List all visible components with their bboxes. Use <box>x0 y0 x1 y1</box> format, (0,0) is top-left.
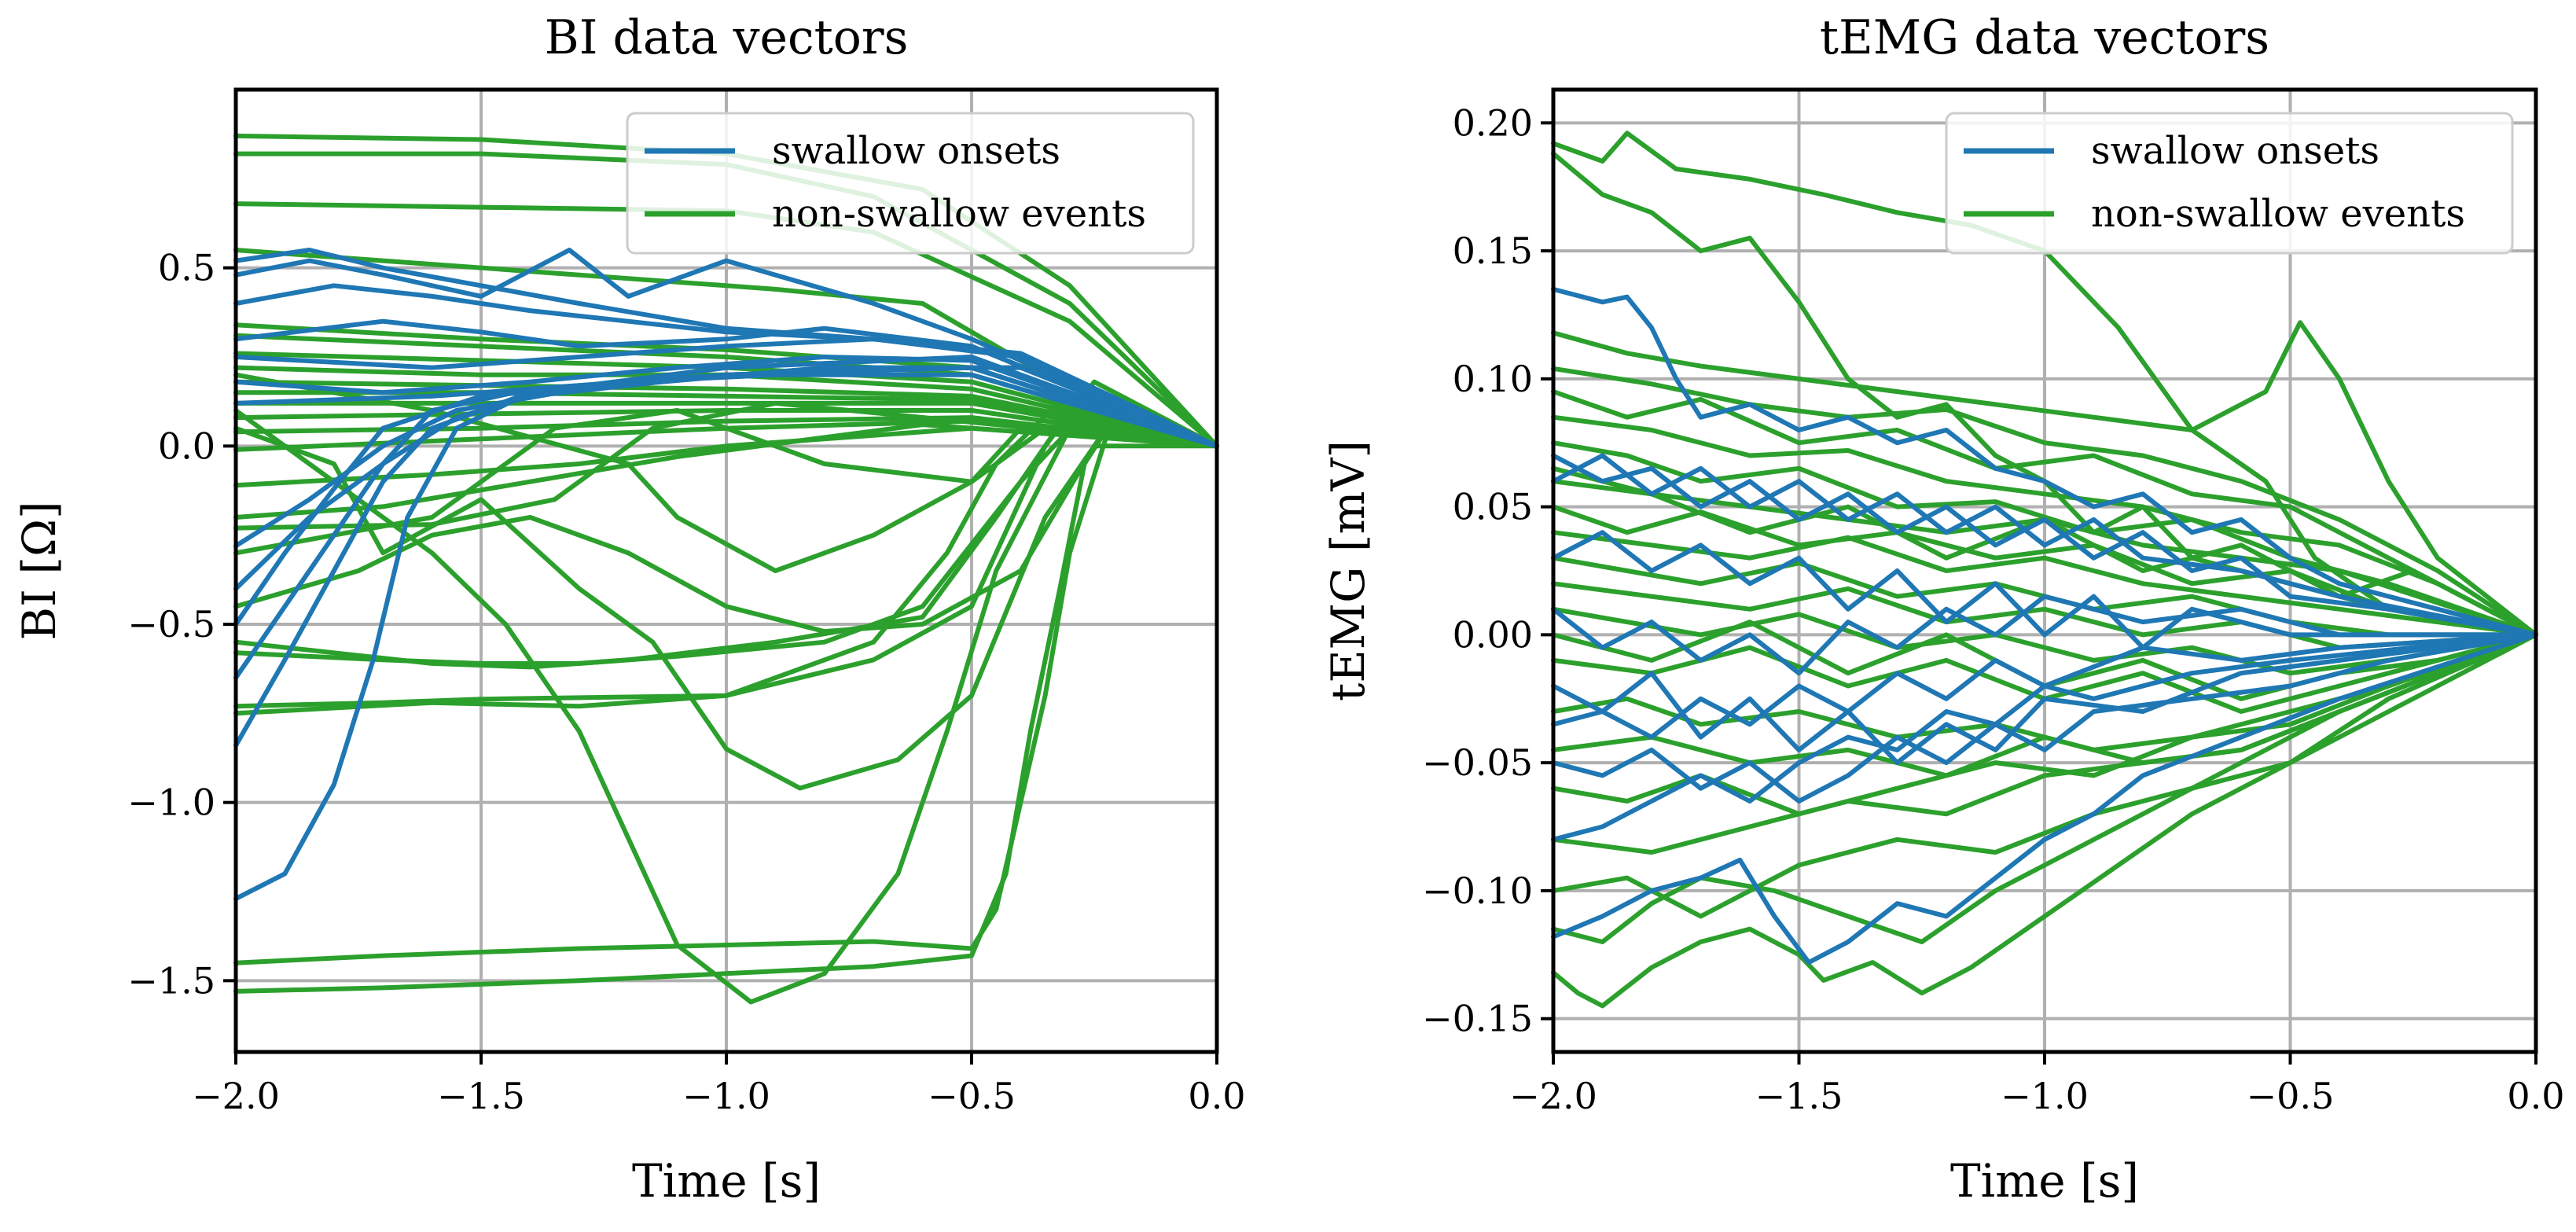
bi-xtick-label: −0.5 <box>928 1075 1016 1117</box>
temg-nonswallow-line <box>1551 366 2538 638</box>
temg-xtick-label: −1.5 <box>1755 1075 1843 1117</box>
temg-swallow-line <box>1551 286 2538 638</box>
temg-swallow-line <box>1551 594 2538 676</box>
temg-ytick-label: 0.20 <box>1453 101 1533 144</box>
temg-nonswallow-line <box>1551 632 2538 919</box>
bi-xlabel: Time [s] <box>632 1154 821 1208</box>
bi-ytick-label: −1.5 <box>127 959 215 1002</box>
temg-ytick-label: 0.05 <box>1453 486 1533 528</box>
temg-swallow-line <box>1551 632 2538 965</box>
bi-ytick-label: 0.0 <box>158 425 215 467</box>
temg-ytick-label: −0.10 <box>1422 870 1533 912</box>
bi-nonswallow-line <box>233 408 1219 449</box>
temg-legend-nonswallow-label: non-swallow events <box>2091 192 2465 236</box>
temg-swallow-line <box>1551 632 2538 842</box>
temg-nonswallow-line <box>1551 530 2538 638</box>
temg-swallow-line <box>1551 632 2538 804</box>
temg-nonswallow-line <box>1551 632 2538 855</box>
bi-xtick-label: −1.0 <box>682 1075 770 1117</box>
temg-nonswallow-line <box>1551 632 2538 1009</box>
bi-ticks: −2.0 −1.5 −1.0 −0.5 0.0 0.5 0.0 −0.5 −1.0 −1.5 <box>127 247 1245 1117</box>
bi-legend-swallow-label: swallow onsets <box>772 129 1060 173</box>
temg-ytick-label: 0.00 <box>1453 613 1533 656</box>
bi-ytick-label: −0.5 <box>127 603 215 645</box>
temg-swallow-line <box>1551 453 2538 638</box>
bi-title: BI data vectors <box>545 10 909 65</box>
temg-lines <box>1551 131 2538 1009</box>
bi-xtick-label: −1.5 <box>437 1075 525 1117</box>
bi-nonswallow-line <box>233 400 1219 666</box>
bi-swallow-line <box>233 248 1219 449</box>
bi-swallow-line <box>233 372 1219 449</box>
temg-panel: −2.0 −1.5 −1.0 −0.5 0.0 0.20 0.15 0.10 0.05 0.00 −… <box>1321 10 2565 1208</box>
temg-xtick-label: −1.0 <box>2001 1075 2089 1117</box>
bi-legend-box <box>626 112 1195 255</box>
temg-nonswallow-line <box>1551 632 2538 817</box>
temg-nonswallow-line <box>1551 465 2538 638</box>
temg-legend-swallow-label: swallow onsets <box>2091 129 2379 173</box>
temg-title: tEMG data vectors <box>1820 10 2269 65</box>
temg-xlabel: Time [s] <box>1950 1154 2139 1208</box>
bi-swallow-line <box>233 355 1219 902</box>
bi-swallow-line <box>233 318 1219 449</box>
bi-legend-nonswallow-label: non-swallow events <box>772 192 1146 236</box>
temg-nonswallow-line <box>1551 504 2538 638</box>
bi-swallow-line <box>233 355 1219 449</box>
temg-swallow-line <box>1551 632 2538 740</box>
bi-nonswallow-line <box>233 408 1219 556</box>
temg-swallow-line <box>1551 453 2538 638</box>
bi-nonswallow-line <box>233 443 1219 634</box>
temg-xtick-label: −0.5 <box>2247 1075 2335 1117</box>
bi-nonswallow-line <box>233 408 1219 791</box>
bi-ytick-label: −1.0 <box>127 781 215 824</box>
temg-ylabel: tEMG [mV] <box>1321 440 1375 701</box>
bi-nonswallow-line <box>233 408 1219 994</box>
temg-swallow-line <box>1551 632 2538 766</box>
temg-ytick-label: 0.15 <box>1453 230 1533 272</box>
temg-legend: swallow onsets non-swallow events <box>1945 112 2514 255</box>
temg-legend-box <box>1945 112 2514 255</box>
temg-nonswallow-line <box>1551 632 2538 944</box>
bi-ylabel: BI [Ω] <box>13 501 66 640</box>
bi-swallow-line <box>233 337 1219 449</box>
temg-swallow-line <box>1551 530 2538 650</box>
temg-nonswallow-line <box>1551 479 2538 638</box>
temg-ytick-label: −0.15 <box>1422 998 1533 1040</box>
temg-xtick-label: −2.0 <box>1509 1075 1597 1117</box>
bi-xtick-label: 0.0 <box>1188 1075 1245 1117</box>
temg-ytick-label: −0.05 <box>1422 741 1533 784</box>
bi-ytick-label: 0.5 <box>158 247 215 289</box>
bi-nonswallow-line <box>233 372 1219 573</box>
temg-ticks: −2.0 −1.5 −1.0 −0.5 0.0 0.20 0.15 0.10 0.05 0.00 −… <box>1422 101 2565 1117</box>
temg-nonswallow-line <box>1551 414 2538 638</box>
temg-xtick-label: 0.0 <box>2507 1075 2564 1117</box>
bi-legend: swallow onsets non-swallow events <box>626 112 1195 255</box>
temg-nonswallow-line <box>1551 320 2538 638</box>
bi-nonswallow-line <box>233 390 1219 716</box>
bi-panel: −2.0 −1.5 −1.0 −0.5 0.0 0.5 0.0 −0.5 −1.0 −1.5 BI… <box>13 10 1246 1208</box>
bi-xtick-label: −2.0 <box>192 1075 280 1117</box>
temg-ytick-label: 0.10 <box>1453 358 1533 400</box>
